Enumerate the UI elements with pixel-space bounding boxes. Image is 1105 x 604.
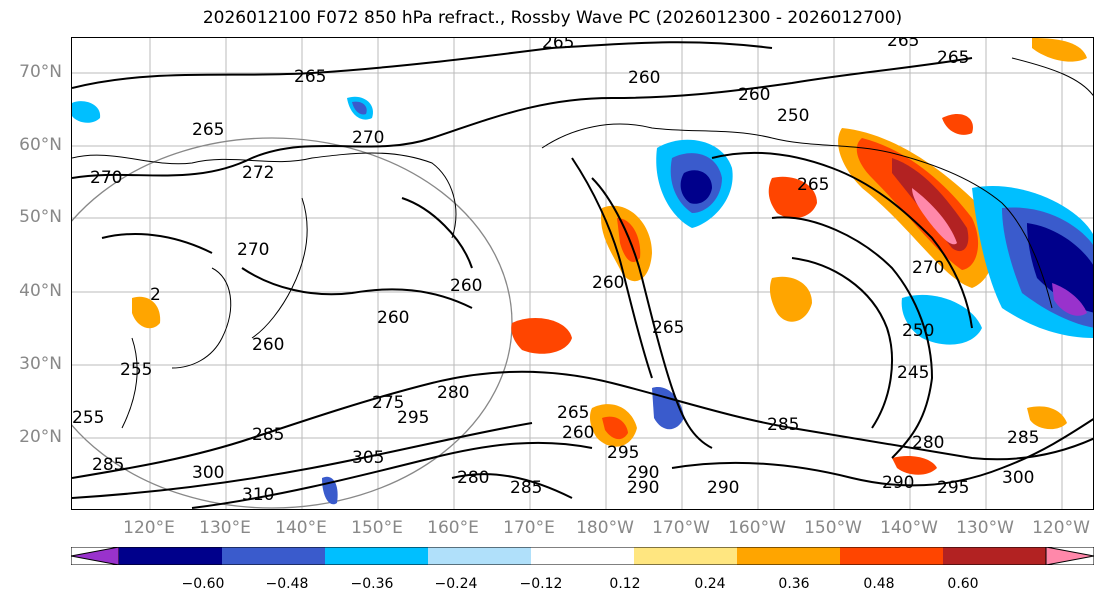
contour-label: 260 [252, 335, 284, 355]
contour-labels: 265 265 265 260 260 250 265 270 270 265 … [72, 38, 1039, 505]
contour-label: 2 [150, 285, 161, 305]
contour-label: 285 [767, 415, 799, 435]
coastlines [72, 57, 1093, 429]
colorbar-tick: 0.60 [947, 576, 979, 592]
lon-label: 120°E [123, 518, 175, 538]
lon-label: 140°W [880, 518, 938, 538]
shaded-anomalies [72, 38, 1093, 505]
lat-label: 60°N [19, 135, 62, 155]
contour-label: 265 [294, 67, 326, 87]
contour-label: 280 [437, 383, 469, 403]
map-title: 2026012100 F072 850 hPa refract., Rossby… [202, 8, 903, 28]
map-canvas: 265 265 265 260 260 250 265 270 270 265 … [72, 38, 1093, 509]
contour-label: 255 [72, 408, 104, 428]
contour-label: 280 [457, 468, 489, 488]
contour-label: 270 [90, 168, 122, 188]
contour-label: 250 [777, 106, 809, 126]
lon-label: 130°E [199, 518, 251, 538]
contour-label: 260 [738, 85, 770, 105]
contour-label: 265 [937, 48, 969, 68]
contour-label: 305 [352, 448, 384, 468]
contour-label: 290 [882, 473, 914, 493]
contour-label: 290 [627, 478, 659, 498]
colorbar-tick: −0.12 [519, 576, 563, 592]
contour-label: 295 [607, 443, 639, 463]
lon-label: 170°W [652, 518, 710, 538]
colorbar-tick: −0.24 [434, 576, 478, 592]
contour-label: 250 [902, 321, 934, 341]
contour-label: 265 [797, 175, 829, 195]
lon-label: 180°W [576, 518, 634, 538]
contour-label: 285 [252, 425, 284, 445]
colorbar-tick: 0.12 [609, 576, 641, 592]
colorbar-segment [531, 547, 635, 565]
contour-label: 290 [627, 463, 659, 483]
colorbar-tick: 0.24 [694, 576, 726, 592]
contour-label: 270 [237, 240, 269, 260]
contour-label: 300 [1002, 468, 1034, 488]
reference-circle [72, 137, 513, 509]
contour-label: 245 [897, 363, 929, 383]
lat-label: 30°N [19, 354, 62, 374]
contour-label: 295 [937, 478, 969, 498]
contour-label: 260 [377, 308, 409, 328]
colorbar-extend-low [71, 547, 120, 565]
contour-label: 260 [592, 273, 624, 293]
contour-label: 285 [1007, 428, 1039, 448]
map-panel: 265 265 265 260 260 250 265 270 270 265 … [71, 37, 1094, 510]
contour-label: 260 [628, 68, 660, 88]
contour-label: 270 [352, 128, 384, 148]
contour-label: 310 [242, 485, 274, 505]
lon-label: 160°W [728, 518, 786, 538]
contours [72, 41, 1093, 509]
contour-label: 265 [887, 38, 919, 51]
lat-label: 70°N [19, 62, 62, 82]
lon-label: 130°W [956, 518, 1014, 538]
colorbar-segment [840, 547, 944, 565]
colorbar-segment [634, 547, 738, 565]
colorbar-segment [943, 547, 1047, 565]
lon-label: 170°E [503, 518, 555, 538]
contour-label: 260 [450, 276, 482, 296]
contour-label: 285 [92, 455, 124, 475]
colorbar-tick: −0.60 [181, 576, 225, 592]
colorbar-tick: −0.48 [265, 576, 309, 592]
colorbar-segment [119, 547, 223, 565]
contour-label: 270 [912, 258, 944, 278]
lat-label: 50°N [19, 207, 62, 227]
colorbar-tick: −0.36 [350, 576, 394, 592]
lat-label: 20°N [19, 427, 62, 447]
contour-label: 280 [912, 433, 944, 453]
lon-label: 150°E [351, 518, 403, 538]
lon-label: 140°E [275, 518, 327, 538]
lon-label: 150°W [804, 518, 862, 538]
lat-label: 40°N [19, 281, 62, 301]
colorbar [71, 547, 1094, 565]
lon-label: 160°E [427, 518, 479, 538]
contour-label: 272 [242, 163, 274, 183]
contour-label: 265 [192, 120, 224, 140]
colorbar-extend-high [1045, 547, 1094, 565]
contour-label: 295 [397, 408, 429, 428]
colorbar-tick: 0.36 [778, 576, 810, 592]
contour-label: 285 [510, 478, 542, 498]
colorbar-tick: 0.48 [863, 576, 895, 592]
contour-label: 260 [562, 423, 594, 443]
lon-label: 120°W [1032, 518, 1090, 538]
contour-label: 300 [192, 463, 224, 483]
colorbar-segment [428, 547, 532, 565]
contour-label: 290 [707, 478, 739, 498]
colorbar-segment [737, 547, 841, 565]
colorbar-segment [325, 547, 429, 565]
contour-label: 265 [557, 403, 589, 423]
colorbar-segment [222, 547, 326, 565]
contour-label: 265 [652, 318, 684, 338]
contour-label: 275 [372, 393, 404, 413]
contour-label: 265 [542, 38, 574, 53]
contour-label: 255 [120, 360, 152, 380]
